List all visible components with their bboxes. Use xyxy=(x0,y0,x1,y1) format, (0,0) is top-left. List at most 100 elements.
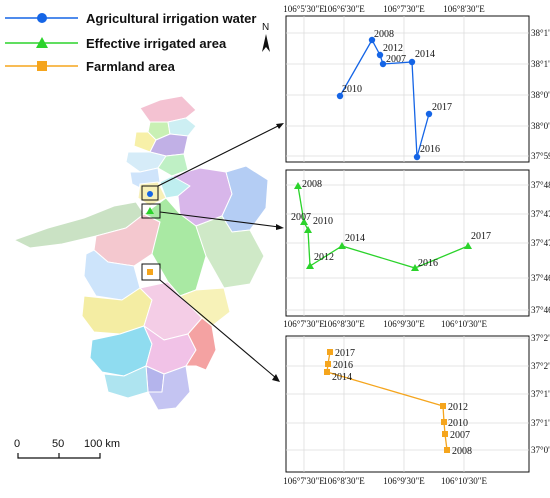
year-label: 2008 xyxy=(302,179,322,190)
tick-label: 37°1'30"N xyxy=(531,389,550,399)
tick-label: 37°46'30"N xyxy=(531,273,550,283)
right-ticks: 38°1'30"N 38°1'0"N 38°0'30"N 38°0'0"N 37… xyxy=(531,28,550,161)
point-2007 xyxy=(379,60,387,68)
right-ticks: 37°48'0"N 37°47'30"N 37°47'0"N 37°46'30"… xyxy=(531,180,550,315)
year-label: 2016 xyxy=(333,360,353,371)
point-2014 xyxy=(338,242,346,249)
tick-label: 37°47'0"N xyxy=(531,238,550,248)
tick-label: 37°2'30"N xyxy=(531,333,550,343)
point-2012 xyxy=(440,403,446,409)
year-label: 2010 xyxy=(313,216,333,227)
point-2016 xyxy=(325,361,331,367)
tick-label: 37°2'0"N xyxy=(531,361,550,371)
bottom-ticks: 106°7'30"E 106°8'30"E 106°9'30"E 106°10'… xyxy=(283,476,487,486)
point-2010 xyxy=(336,92,344,100)
tick-label: 37°47'30"N xyxy=(531,209,550,219)
tick-label: 38°1'0"N xyxy=(531,59,550,69)
region-southeast-red xyxy=(185,317,217,371)
triangle-marker-icon xyxy=(36,37,48,48)
region-north-6 xyxy=(157,153,189,177)
circle-marker-icon xyxy=(37,13,47,23)
point-2008 xyxy=(368,36,376,44)
year-label: 2016 xyxy=(418,258,438,269)
panel-farmland-area: 37°2'30"N 37°2'0"N 37°1'30"N 37°1'0"N 37… xyxy=(283,333,550,486)
point-2017 xyxy=(425,110,433,118)
year-label: 2017 xyxy=(471,231,491,242)
scale-bar: 0 50 100 km xyxy=(14,438,120,459)
year-label: 2012 xyxy=(383,43,403,54)
bottom-ticks: 106°7'30"E 106°8'30"E 106°9'30"E 106°10'… xyxy=(283,319,487,329)
tick-label: 37°59'30"N xyxy=(531,151,550,161)
scale-tick-0: 0 xyxy=(14,438,20,450)
year-label: 2017 xyxy=(432,102,452,113)
year-label: 2008 xyxy=(374,29,394,40)
legend-item-irrigated-area: Effective irrigated area xyxy=(5,36,227,51)
tick-label: 37°46'0"N xyxy=(531,305,550,315)
point-2014 xyxy=(324,369,330,375)
top-ticks: 106°5'30"E 106°6'30"E 106°7'30"E 106°8'3… xyxy=(283,4,485,14)
point-2017 xyxy=(327,349,333,355)
legend-item-farmland-area: Farmland area xyxy=(5,59,176,74)
point-2014 xyxy=(408,58,416,66)
legend-label: Farmland area xyxy=(86,59,176,74)
point-2012 xyxy=(306,262,314,269)
tick-label: 106°10'30"E xyxy=(441,476,487,486)
tick-label: 106°8'30"E xyxy=(443,4,485,14)
tick-label: 106°9'30"E xyxy=(383,319,425,329)
tick-label: 37°48'0"N xyxy=(531,180,550,190)
right-ticks: 37°2'30"N 37°2'0"N 37°1'30"N 37°1'0"N 37… xyxy=(531,333,550,455)
year-label: 2014 xyxy=(332,372,352,383)
tick-label: 106°6'30"E xyxy=(323,4,365,14)
site-irrigated-area xyxy=(146,207,154,214)
tick-label: 106°8'30"E xyxy=(323,476,365,486)
year-label: 2007 xyxy=(291,212,311,223)
year-label: 2016 xyxy=(420,144,440,155)
site-farmland-area xyxy=(147,269,153,275)
year-label: 2007 xyxy=(450,430,470,441)
legend-label: Effective irrigated area xyxy=(86,36,227,51)
tick-label: 106°5'30"E xyxy=(283,4,325,14)
region-south-violet xyxy=(147,365,191,411)
legend-label: Agricultural irrigation water xyxy=(86,11,256,26)
point-2016 xyxy=(413,153,421,161)
year-label: 2012 xyxy=(314,252,334,263)
tick-label: 38°0'30"N xyxy=(531,90,550,100)
square-marker-icon xyxy=(37,61,47,71)
year-label: 2012 xyxy=(448,402,468,413)
leader-arrows xyxy=(157,123,284,382)
tick-label: 106°8'30"E xyxy=(323,319,365,329)
north-arrow-icon: N xyxy=(262,22,270,52)
year-label: 2010 xyxy=(448,418,468,429)
tick-label: 37°1'0"N xyxy=(531,418,550,428)
panel-irrigation-water: 106°5'30"E 106°6'30"E 106°7'30"E 106°8'3… xyxy=(283,4,550,163)
point-2010 xyxy=(304,226,312,233)
point-2010 xyxy=(441,419,447,425)
point-2007 xyxy=(442,431,448,437)
year-label: 2008 xyxy=(452,446,472,457)
year-label: 2014 xyxy=(345,233,365,244)
point-2012 xyxy=(376,51,384,59)
tick-label: 106°7'30"E xyxy=(383,4,425,14)
point-2008 xyxy=(294,182,302,189)
tick-label: 106°9'30"E xyxy=(383,476,425,486)
tick-label: 37°0'30"N xyxy=(531,445,550,455)
region-east-green xyxy=(195,215,265,289)
region-map xyxy=(13,95,269,411)
panel-irrigated-area: 37°48'0"N 37°47'30"N 37°47'0"N 37°46'30"… xyxy=(283,169,550,329)
tick-label: 106°7'30"E xyxy=(283,476,325,486)
point-2007 xyxy=(300,218,308,225)
tick-label: 38°0'0"N xyxy=(531,121,550,131)
legend-item-irrigation-water: Agricultural irrigation water xyxy=(5,11,256,26)
tick-label: 106°10'30"E xyxy=(441,319,487,329)
point-2016 xyxy=(411,264,419,271)
region-north-2 xyxy=(167,117,197,137)
point-2008 xyxy=(444,447,450,453)
year-label: 2014 xyxy=(415,49,435,60)
region-northwest xyxy=(139,95,197,123)
north-label: N xyxy=(262,22,269,33)
tick-label: 106°7'30"E xyxy=(283,319,325,329)
scale-tick-50: 50 xyxy=(52,438,64,450)
site-irrigation-water xyxy=(147,191,153,197)
legend: Agricultural irrigation water Effective … xyxy=(5,11,256,74)
scale-tick-100: 100 km xyxy=(84,438,120,450)
